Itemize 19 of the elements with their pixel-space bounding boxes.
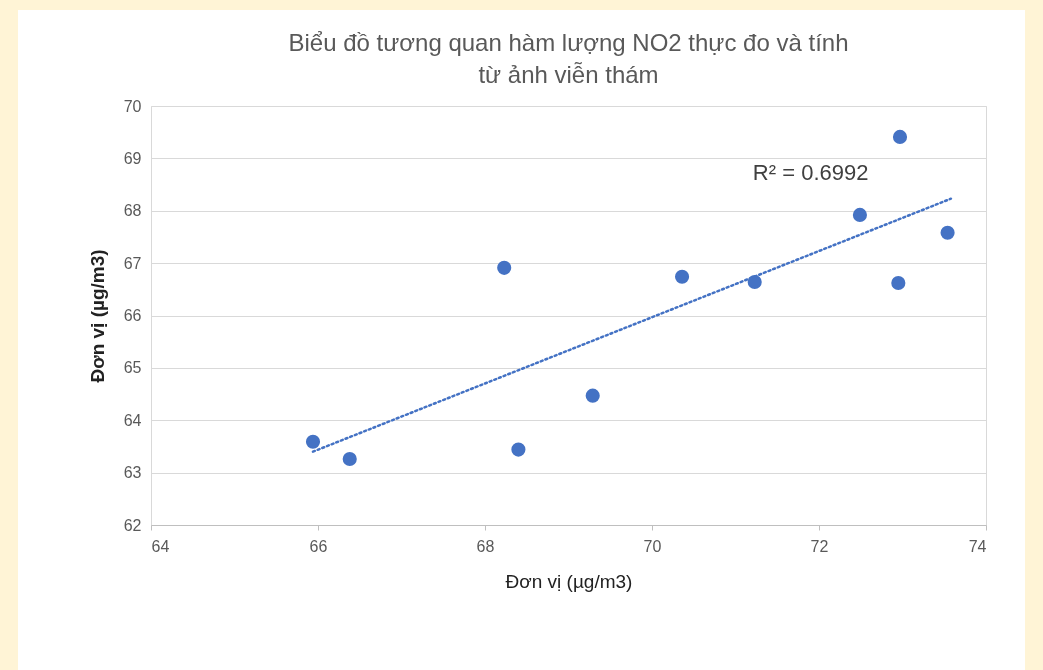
y-tick-label: 63 xyxy=(123,464,142,482)
y-tick-label: 70 xyxy=(123,97,142,115)
y-tick-label: 68 xyxy=(123,202,142,220)
y-tick-label: 65 xyxy=(123,359,142,377)
y-tick-label: 67 xyxy=(123,254,142,272)
annotation: R² = 0.6992 xyxy=(752,160,869,186)
chart-title: Biểu đồ tương quan hàm lượng NO2 thực đo và tính từ ảnh viễn thám xyxy=(288,29,849,88)
x-tick-label: 64 xyxy=(151,537,170,555)
y-tick-label: 69 xyxy=(123,149,142,167)
x-tick-label: 66 xyxy=(309,537,328,555)
x-tick-label: 70 xyxy=(643,537,662,555)
x-tick-label: 68 xyxy=(476,537,495,555)
y-tick-label: 64 xyxy=(123,411,142,429)
y-axis-title: Đơn vị (µg/m3) xyxy=(86,249,108,383)
x-tick-label: 72 xyxy=(810,537,829,555)
y-tick-label: 62 xyxy=(123,516,142,534)
y-tick-label: 66 xyxy=(123,307,142,324)
x-tick-label: 74 xyxy=(968,537,987,555)
x-axis-title: Đơn vị (µg/m3) xyxy=(505,570,633,592)
